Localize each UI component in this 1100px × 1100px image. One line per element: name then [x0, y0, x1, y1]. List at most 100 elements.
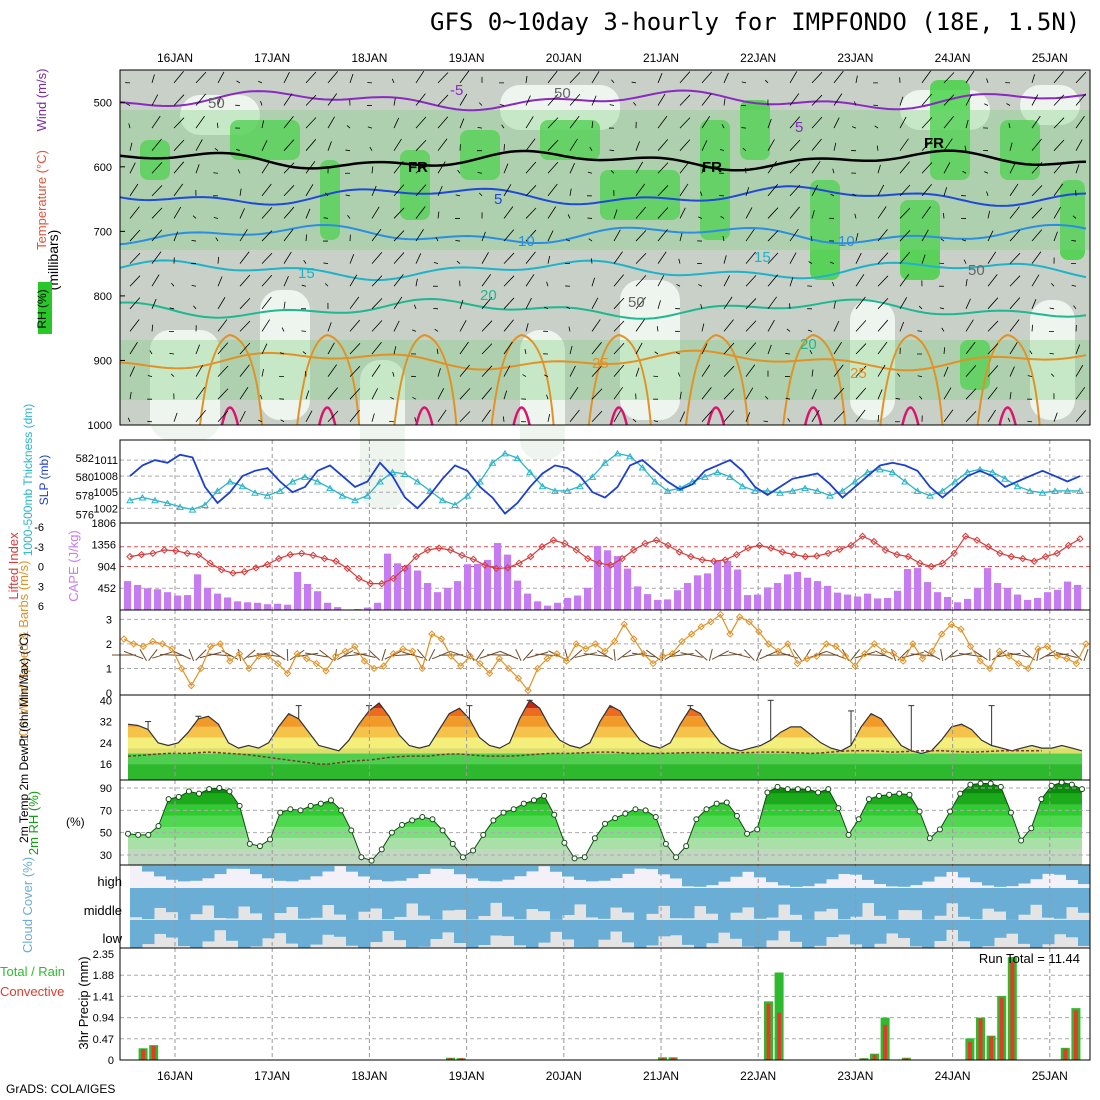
- rh-dry-patch: [260, 290, 310, 420]
- temperature-contour-30-bump: [512, 406, 531, 426]
- thickness-point: [988, 468, 997, 476]
- cloud-low-cell: [1054, 920, 1067, 935]
- wind-barb: [918, 305, 923, 310]
- cloud-middle-cell: [166, 888, 179, 913]
- wind-barb: [261, 343, 268, 355]
- wind-barb: [833, 341, 842, 355]
- temperature-contour-25-bump: [782, 333, 847, 426]
- wind10-barb: [583, 653, 608, 657]
- wind-barb: [1031, 185, 1043, 197]
- rh-point: [510, 806, 517, 813]
- cloud-middle-cell: [826, 888, 839, 909]
- wind-barb: [1009, 366, 1015, 377]
- wind-barb: [503, 341, 513, 355]
- wind-barb: [525, 116, 534, 129]
- thickness-point: [476, 478, 484, 485]
- wind-barb: [679, 94, 691, 106]
- cape-bar: [714, 560, 722, 610]
- wind-barb: [1031, 251, 1042, 264]
- lifted-index-point: [309, 551, 317, 560]
- wind10-barb: [402, 651, 424, 659]
- wind10-barb: [353, 651, 376, 659]
- thickness-point: [938, 487, 947, 494]
- precip-tick-label: 1.41: [93, 991, 114, 1003]
- wind-barb: [393, 207, 405, 219]
- wind10-point: [995, 647, 1004, 655]
- wind-barb: [393, 320, 400, 332]
- wind-barb: [1031, 115, 1041, 129]
- thickness-point: [551, 487, 559, 494]
- cape-bar: [894, 590, 902, 610]
- cloud-high-cell: [790, 866, 803, 887]
- wind-barb: [129, 206, 140, 219]
- wind-barb: [613, 297, 625, 310]
- cape-bar: [244, 602, 252, 610]
- cloud-low-cell: [754, 920, 767, 948]
- wind-barb: [1031, 207, 1043, 219]
- cloud-high-cell: [442, 866, 455, 869]
- wind-barb: [129, 342, 138, 355]
- cape-bar: [404, 564, 412, 610]
- wind10-point: [1034, 645, 1042, 653]
- cape-bar: [914, 568, 922, 610]
- wind10-point: [822, 640, 830, 648]
- cape-bar: [264, 604, 272, 610]
- wind10-tick-label: 0: [106, 688, 112, 700]
- cloud-low-cell: [742, 920, 755, 947]
- lifted-index-point: [378, 579, 386, 588]
- wind-barb: [170, 373, 175, 377]
- wind-barb: [855, 75, 858, 83]
- wind-barb: [393, 161, 404, 174]
- thickness-point: [713, 468, 722, 476]
- thickness-point: [951, 478, 959, 485]
- run-total-label: Run Total = 11.44: [979, 951, 1080, 966]
- wind-barb: [613, 320, 625, 332]
- wind10-point: [745, 618, 754, 626]
- wind-barb: [657, 207, 669, 219]
- wind-barb: [965, 319, 974, 332]
- precip-conv-bar: [861, 1058, 866, 1060]
- cape-bar: [194, 574, 202, 610]
- wind-barb: [635, 275, 647, 287]
- wind-barb: [657, 185, 669, 197]
- wind-barb: [745, 251, 756, 264]
- cloud-low-cell: [562, 920, 575, 940]
- pressure-tick-label: 500: [94, 97, 112, 109]
- cloud-low-cell: [610, 920, 623, 932]
- lifted-index-point: [916, 559, 924, 567]
- cloud-low-cell: [658, 920, 671, 937]
- thickness-point: [376, 478, 384, 485]
- wind-barb: [679, 207, 686, 219]
- rh-point: [429, 816, 436, 823]
- wind-barb: [569, 188, 572, 196]
- wind10-point: [1005, 652, 1013, 660]
- wind10-barb: [208, 653, 233, 657]
- wind-barb: [1075, 364, 1084, 377]
- wind-barb: [349, 274, 358, 287]
- wind-barb: [943, 162, 951, 174]
- wind-barb: [349, 319, 361, 332]
- cape-bar: [494, 543, 502, 610]
- temp-band: [128, 716, 1082, 727]
- rh-point: [693, 816, 700, 823]
- cloud-middle-cell: [706, 888, 719, 914]
- wind10-point: [331, 652, 340, 660]
- wind10-point: [216, 640, 224, 648]
- wind-barb: [151, 207, 163, 219]
- wind-barb: [301, 284, 307, 287]
- rh-point: [399, 821, 406, 828]
- lifted-index-point: [641, 539, 649, 548]
- wind10-point: [466, 652, 475, 660]
- lifted-index-point: [275, 554, 283, 563]
- thickness-point: [388, 468, 397, 476]
- wind-barb: [1053, 231, 1058, 242]
- wind-barb: [547, 94, 559, 106]
- cape-bar: [844, 594, 852, 610]
- wind-barb: [917, 375, 923, 377]
- rh-point: [622, 810, 629, 817]
- wind10-point: [937, 630, 946, 638]
- cloud-middle-cell: [1030, 888, 1043, 905]
- wind-barb: [701, 71, 713, 84]
- wind-barb: [239, 274, 251, 287]
- cloud-high-cell: [778, 866, 791, 886]
